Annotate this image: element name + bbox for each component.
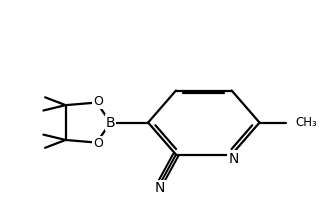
Text: O: O: [93, 137, 103, 150]
Text: N: N: [228, 152, 239, 166]
Text: CH₃: CH₃: [295, 116, 317, 129]
Text: O: O: [93, 95, 103, 108]
Text: B: B: [106, 116, 115, 130]
Text: N: N: [154, 181, 165, 195]
